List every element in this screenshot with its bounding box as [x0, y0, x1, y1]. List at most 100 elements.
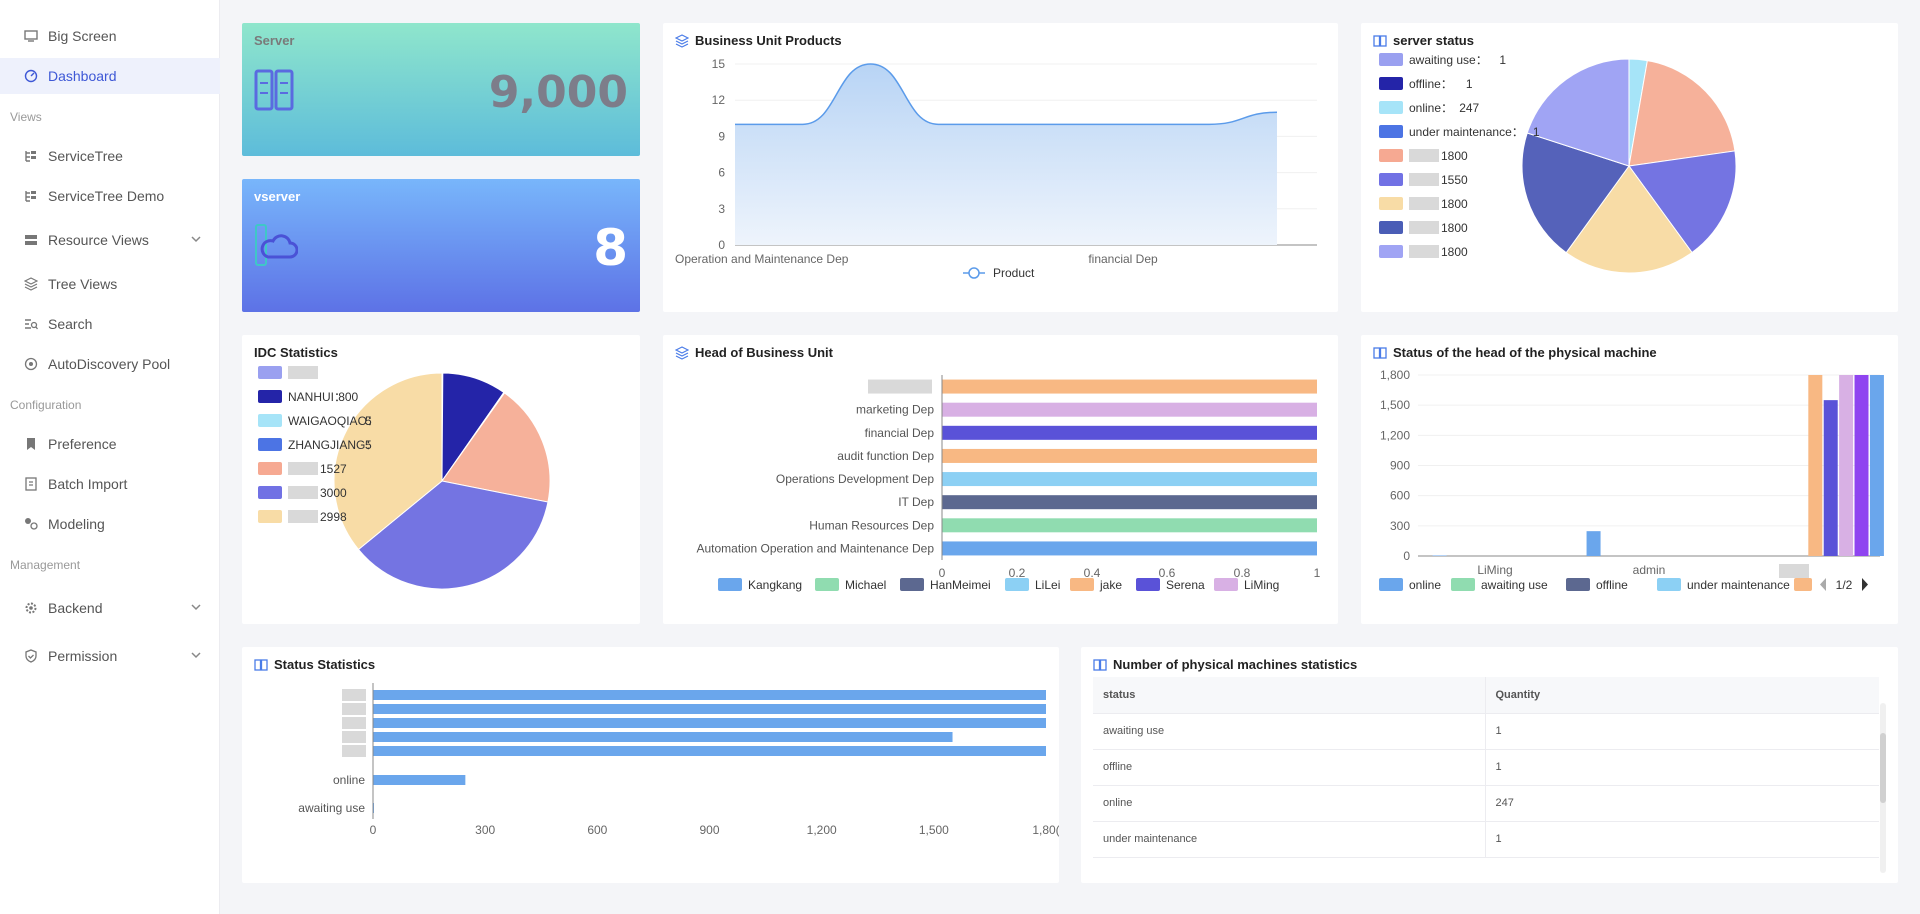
sidebar-item-label: Modeling	[48, 516, 105, 532]
quantity-cell: 1	[1484, 821, 1879, 858]
legend-swatch	[258, 366, 282, 379]
idc-pie-chart: NANHUI：800WAIGAOQIAO：5ZHANGJIANG：5152730…	[258, 366, 551, 590]
table-row[interactable]: awaiting use 1	[1093, 713, 1879, 750]
card-title: Number of physical machines statistics	[1093, 657, 1357, 672]
chevron-down-icon	[191, 604, 201, 611]
table-scrollbar[interactable]	[1880, 703, 1886, 873]
sidebar-item-label: Permission	[48, 648, 118, 664]
legend-value: 247	[1459, 101, 1479, 115]
legend-value: 1800	[1441, 197, 1468, 211]
sidebar-item-servicetree[interactable]: ServiceTree	[0, 138, 220, 174]
y-tick-label: 1,200	[1380, 428, 1410, 442]
sidebar-item-permission[interactable]: Permission	[0, 638, 220, 674]
y-tick-label: financial Dep	[865, 426, 935, 440]
sidebar-item-servicetree-demo[interactable]: ServiceTree Demo	[0, 178, 220, 214]
status-cell: awaiting use	[1093, 713, 1485, 750]
section-configuration: Configuration	[10, 398, 82, 412]
server-count: 9,000	[488, 67, 628, 118]
legend-value: 5	[365, 414, 372, 428]
card-title-text: Head of Business Unit	[695, 345, 833, 360]
tree-icon	[25, 191, 36, 202]
server-label: Server	[254, 33, 295, 48]
pager-prev-icon[interactable]	[1820, 578, 1826, 591]
legend-value: 3000	[320, 486, 347, 500]
column-header-quantity[interactable]: Quantity	[1484, 677, 1879, 714]
bar	[942, 425, 1317, 440]
legend-swatch	[1379, 221, 1403, 234]
legend-label: HanMeimei	[930, 578, 991, 592]
legend-label: LiMing	[1244, 578, 1279, 592]
book-icon	[254, 658, 268, 671]
y-tick-label: 9	[718, 129, 725, 143]
sidebar-item-big-screen[interactable]: Big Screen	[0, 18, 220, 54]
sidebar-item-label: ServiceTree Demo	[48, 188, 165, 204]
table-header-row: status Quantity	[1093, 677, 1879, 714]
legend-label: Serena	[1166, 578, 1205, 592]
table-row[interactable]: online 247	[1093, 785, 1879, 822]
legend-label: Product	[993, 266, 1035, 280]
legend-name-redacted	[288, 366, 318, 379]
sidebar-item-dashboard[interactable]: Dashboard	[0, 58, 220, 94]
legend-value: 1800	[1441, 149, 1468, 163]
sidebar-item-backend[interactable]: Backend	[0, 590, 220, 626]
card-title: Head of Business Unit	[675, 345, 833, 360]
bar	[1432, 555, 1447, 556]
sidebar-item-label: Search	[48, 316, 93, 332]
pie-slice	[1628, 150, 1737, 254]
book-icon	[1093, 658, 1107, 671]
sidebar-item-label: Dashboard	[48, 68, 117, 84]
head-of-business-unit-bar-chart: marketing Dep financial Dep audit function…	[697, 375, 1321, 592]
category-label-redacted	[342, 717, 366, 729]
legend-label: online：	[1409, 101, 1453, 115]
legend-name-redacted	[288, 462, 318, 475]
sidebar-item-label: Preference	[48, 436, 117, 452]
legend-value: 1800	[1441, 221, 1468, 235]
sidebar-item-search[interactable]: Search	[0, 306, 220, 342]
bar	[1808, 375, 1823, 556]
legend-swatch	[1379, 578, 1403, 591]
sidebar-item-resource-views[interactable]: Resource Views	[0, 222, 220, 258]
legend-swatch	[1005, 578, 1029, 591]
pie-slice	[441, 392, 551, 503]
scrollbar-thumb[interactable]	[1880, 733, 1886, 803]
x-tick-label: 0.4	[1084, 566, 1101, 580]
sidebar-item-batch-import[interactable]: Batch Import	[0, 466, 220, 502]
bar	[1854, 375, 1869, 556]
legend-value: 1800	[1441, 245, 1468, 259]
bar	[942, 541, 1317, 556]
table-row[interactable]: offline 1	[1093, 749, 1879, 786]
x-tick-label: 1,200	[807, 823, 837, 837]
legend-value: 1	[1466, 77, 1473, 91]
y-tick-label: 15	[712, 57, 726, 71]
legend-label: NANHUI：	[288, 390, 346, 404]
table-row[interactable]: under maintenance 1	[1093, 821, 1879, 858]
bar	[1839, 375, 1854, 556]
sidebar-item-autodiscovery-pool[interactable]: AutoDiscovery Pool	[0, 346, 220, 382]
x-tick-label: 1,80(	[1032, 823, 1059, 837]
legend-name-redacted	[288, 510, 318, 523]
legend-swatch	[1379, 149, 1403, 162]
card-title: Business Unit Products	[675, 33, 842, 48]
legend-swatch	[258, 462, 282, 475]
bar	[942, 379, 1317, 394]
column-header-status[interactable]: status	[1093, 677, 1485, 714]
bar	[942, 472, 1317, 487]
pager-next-icon[interactable]	[1862, 578, 1868, 591]
legend-name-redacted	[1409, 221, 1439, 234]
y-tick-label: 300	[1390, 519, 1410, 533]
y-tick-label: awaiting use	[298, 801, 365, 815]
sidebar-item-preference[interactable]: Preference	[0, 426, 220, 462]
x-tick-label: 1	[1314, 566, 1321, 580]
x-tick-label: admin	[1633, 563, 1666, 577]
sidebar-item-label: Resource Views	[48, 232, 149, 248]
sidebar-item-modeling[interactable]: Modeling	[0, 506, 220, 542]
sidebar-item-tree-views[interactable]: Tree Views	[0, 266, 220, 302]
legend-value: 1550	[1441, 173, 1468, 187]
y-tick-label: Automation Operation and Maintenance Dep	[697, 541, 935, 555]
y-tick-label: Operations Development Dep	[776, 472, 934, 486]
vserver-label: vserver	[254, 189, 301, 204]
category-label-redacted	[342, 689, 366, 701]
legend-swatch	[1136, 578, 1160, 591]
bar	[1869, 375, 1884, 556]
physical-machines-table: status Quantity awaiting use 1 offline 1…	[1093, 677, 1879, 858]
